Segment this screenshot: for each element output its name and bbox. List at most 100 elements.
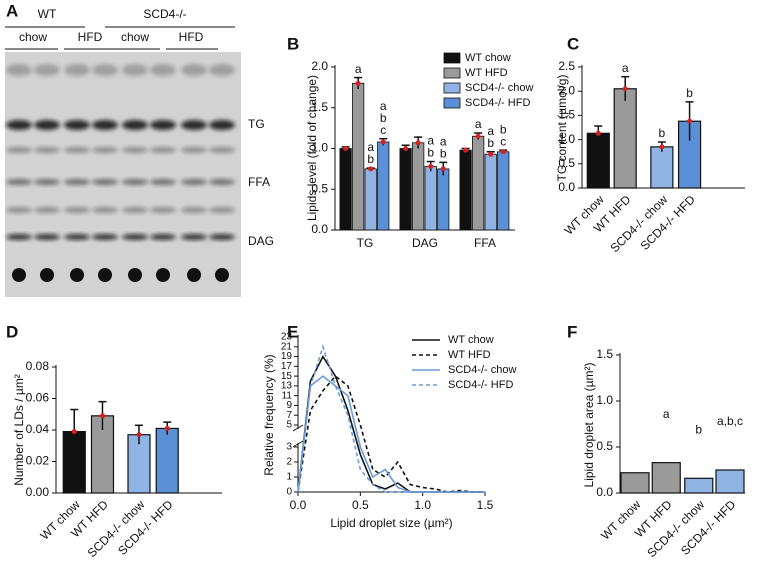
data-dot — [622, 86, 628, 92]
group-label: SCD4-/- — [143, 7, 186, 21]
significance-letter: b — [440, 147, 447, 161]
y-tick-label: 0.0 — [311, 222, 328, 236]
y-tick-label: 2.0 — [311, 59, 328, 73]
data-dot — [475, 133, 481, 139]
x-axis-label: Lipid droplet size (µm²) — [330, 516, 452, 530]
significance-letter: b — [367, 152, 374, 166]
bar — [339, 148, 352, 231]
tlc-band — [150, 147, 176, 153]
tlc-band — [209, 120, 235, 130]
y-tick-label: 11 — [282, 390, 293, 401]
bar — [620, 472, 650, 494]
y-tick-label: 0.00 — [26, 485, 50, 499]
tlc-band — [150, 64, 176, 76]
significance-letter: a — [355, 62, 362, 76]
tlc-band — [209, 179, 235, 185]
significance-letter: b — [686, 86, 693, 100]
significance-letter: c — [380, 123, 386, 137]
bar — [613, 88, 637, 189]
y-tick-label: 1.0 — [311, 141, 328, 155]
tlc-band — [92, 147, 118, 153]
diet-label: HFD — [179, 30, 204, 44]
tlc-band — [209, 147, 235, 153]
x-tick-label: FFA — [474, 236, 496, 250]
legend-label: SCD4-/- chow — [448, 364, 517, 376]
tlc-band — [34, 64, 60, 76]
y-tick-label: 0.04 — [26, 422, 50, 436]
tlc-band — [98, 268, 112, 282]
tlc-band — [92, 120, 118, 130]
tlc-band — [64, 234, 90, 240]
bar — [352, 82, 365, 231]
y-tick-label: 0.06 — [26, 391, 50, 405]
bar — [437, 168, 450, 231]
bar — [399, 148, 412, 231]
y-tick-label: 2.0 — [558, 83, 575, 97]
data-dot — [415, 140, 421, 146]
y-tick-label: 0 — [286, 487, 292, 498]
data-dot — [71, 429, 77, 435]
bar — [424, 166, 437, 231]
legend-swatch — [443, 82, 461, 94]
tlc-band — [92, 64, 118, 76]
bar — [586, 132, 610, 189]
tlc-band — [64, 207, 90, 213]
y-tick-label: 3 — [286, 442, 292, 453]
legend-label: WT HFD — [465, 67, 508, 79]
tlc-band — [92, 234, 118, 240]
tlc-band — [181, 64, 207, 76]
tlc-band — [128, 268, 142, 282]
tlc-band — [122, 147, 148, 153]
y-tick-label: 0.0 — [558, 180, 575, 194]
tlc-band — [181, 120, 207, 130]
data-dot — [463, 147, 469, 153]
significance-letter: b — [500, 122, 507, 136]
x-tick-label: TG — [357, 236, 374, 250]
diet-label: chow — [121, 30, 149, 44]
diet-label: HFD — [78, 30, 103, 44]
legend-label: SCD4-/- HFD — [448, 379, 513, 391]
panel-letter: D — [6, 322, 18, 341]
x-tick-label: 1.5 — [477, 498, 494, 512]
x-tick-label: DAG — [412, 236, 438, 250]
y-tick-label: 1.0 — [596, 393, 613, 407]
bar — [684, 477, 714, 494]
tlc-band — [150, 179, 176, 185]
tlc-band — [122, 234, 148, 240]
y-tick-label: 5 — [286, 420, 292, 431]
y-tick-label: 0.5 — [311, 181, 328, 195]
data-dot — [380, 139, 386, 145]
y-tick-label: 0.0 — [596, 485, 613, 499]
data-dot — [136, 432, 142, 438]
y-tick-label: 0.02 — [26, 454, 50, 468]
band-label: DAG — [248, 234, 274, 248]
data-dot — [164, 425, 170, 431]
line-series — [297, 375, 485, 493]
axis-break — [292, 424, 304, 432]
y-axis-label: Relative frequency (%) — [262, 354, 276, 475]
significance-letter: b — [427, 146, 434, 160]
tlc-band — [64, 120, 90, 130]
y-tick-label: 1.5 — [596, 347, 613, 361]
bar — [497, 151, 510, 231]
bar — [155, 427, 179, 494]
y-tick-label: 15 — [281, 371, 293, 382]
tlc-band — [150, 234, 176, 240]
data-dot — [488, 151, 494, 157]
tlc-band — [34, 234, 60, 240]
significance-letter: b — [659, 126, 666, 140]
tlc-band — [209, 64, 235, 76]
y-tick-label: 0.5 — [596, 439, 613, 453]
data-dot — [687, 118, 693, 124]
y-tick-label: 2.5 — [558, 59, 575, 73]
significance-letter: a — [663, 407, 670, 421]
legend-swatch — [443, 97, 461, 109]
y-tick-label: 1.5 — [558, 108, 575, 122]
panel-letter: A — [6, 1, 18, 20]
y-tick-label: 1.0 — [558, 132, 575, 146]
x-tick-label: 1.0 — [414, 498, 431, 512]
axis-break — [292, 440, 304, 448]
significance-letter: b — [487, 136, 494, 150]
y-tick-label: 1 — [286, 472, 292, 483]
